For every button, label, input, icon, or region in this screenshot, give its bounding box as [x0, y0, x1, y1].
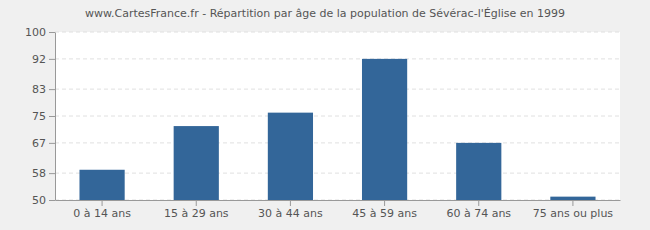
bar — [79, 170, 124, 200]
x-tick-label: 30 à 44 ans — [258, 207, 323, 220]
x-tick: 75 ans ou plus — [533, 200, 614, 220]
x-tick-mark — [478, 200, 479, 206]
y-tick: 58 — [32, 167, 55, 180]
bars — [79, 59, 595, 200]
x-tick-label: 15 à 29 ans — [164, 207, 229, 220]
plot: 50 58 67 75 83 92 100 0 à 14 ans 15 à 29 ans 30 à… — [25, 26, 621, 220]
y-tick-label: 50 — [32, 194, 46, 207]
x-tick: 0 à 14 ans — [73, 200, 131, 220]
x-tick-mark — [196, 200, 197, 206]
x-tick: 30 à 44 ans — [258, 200, 323, 220]
y-tick-label: 67 — [32, 137, 46, 150]
grid — [55, 32, 620, 200]
grid-line — [55, 58, 620, 59]
bar — [268, 113, 313, 200]
bar — [550, 197, 595, 200]
y-tick-label: 92 — [32, 53, 46, 66]
x-tick-label: 60 à 74 ans — [446, 207, 511, 220]
x-tick-mark — [102, 200, 103, 206]
x-tick-label: 45 à 59 ans — [352, 207, 417, 220]
bar — [174, 126, 219, 200]
grid-line — [55, 142, 620, 143]
title: www.CartesFrance.fr - Répartition par âg… — [85, 7, 565, 20]
y-tick-mark — [49, 143, 55, 144]
x-axis-line — [56, 200, 621, 201]
bar — [362, 59, 407, 200]
x-tick-mark — [572, 200, 573, 206]
background — [0, 0, 650, 230]
y-tick: 92 — [32, 53, 55, 66]
y-tick-label: 100 — [25, 26, 46, 39]
y-tick-label: 83 — [32, 83, 46, 96]
y-tick-mark — [49, 59, 55, 60]
grid-line — [55, 173, 620, 174]
y-tick-mark — [49, 32, 55, 33]
x-tick-label: 0 à 14 ans — [73, 207, 131, 220]
x-tick-mark — [384, 200, 385, 206]
x-tick: 45 à 59 ans — [352, 200, 417, 220]
x-tick-label: 75 ans ou plus — [533, 207, 614, 220]
y-axis-line — [55, 33, 56, 201]
bar — [456, 143, 501, 200]
chart: www.CartesFrance.fr - Répartition par âg… — [0, 0, 650, 230]
y-tick-mark — [49, 89, 55, 90]
y-tick-mark — [49, 200, 55, 201]
y-tick-label: 58 — [32, 167, 46, 180]
y-tick: 67 — [32, 137, 55, 150]
y-tick: 100 — [25, 26, 55, 39]
x-axis: 0 à 14 ans 15 à 29 ans 30 à 44 ans 45 à 59 … — [56, 200, 621, 220]
grid-line — [55, 89, 620, 90]
y-tick-mark — [49, 116, 55, 117]
y-axis: 50 58 67 75 83 92 100 — [25, 26, 56, 207]
y-tick: 75 — [32, 110, 55, 123]
grid-line — [55, 200, 620, 201]
plot-area — [55, 32, 620, 200]
x-tick: 15 à 29 ans — [164, 200, 229, 220]
x-tick-mark — [290, 200, 291, 206]
y-tick: 50 — [32, 194, 55, 207]
grid-line — [55, 116, 620, 117]
y-tick-mark — [49, 173, 55, 174]
grid-line — [55, 32, 620, 33]
y-tick: 83 — [32, 83, 55, 96]
y-tick-label: 75 — [32, 110, 46, 123]
x-tick: 60 à 74 ans — [446, 200, 511, 220]
